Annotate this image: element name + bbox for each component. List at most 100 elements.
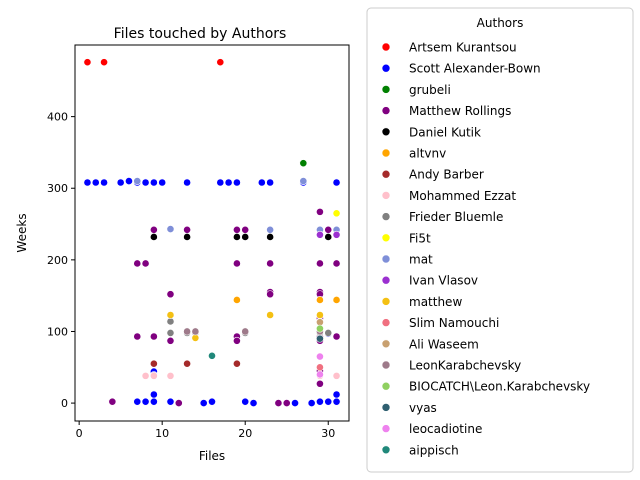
legend-marker [381,42,391,52]
data-point [83,58,92,67]
legend-label: BIOCATCH\Leon.Karabchevsky [409,380,590,394]
plot-frame [74,44,350,422]
data-point [166,311,175,319]
data-point [316,296,324,304]
data-point [233,336,241,345]
legend-marker [381,106,391,115]
legend-label: vyas [409,401,437,415]
x-axis-ticks: 0 10 20 30 [76,421,335,440]
data-point [149,178,158,187]
data-point [133,332,142,341]
data-point [208,397,216,406]
legend-label: mat [409,253,433,267]
data-point [233,359,241,368]
data-point [158,178,167,187]
data-point [133,397,142,406]
data-point [332,332,341,341]
data-point [257,178,266,187]
data-point [316,370,324,379]
data-point [149,390,158,399]
y-tick-label: 200 [47,254,68,267]
legend-title: Authors [477,16,524,30]
data-point [174,399,183,407]
data-point [216,178,225,187]
data-point [316,397,324,406]
data-point [316,207,324,216]
legend-marker [381,233,391,243]
data-point [83,178,92,187]
legend-marker [381,403,391,412]
data-point [183,327,191,336]
data-point [191,334,200,342]
legend-marker [381,381,391,391]
legend: Authors Artsem Kurantsou Scott Alexander-… [366,7,634,473]
data-point [149,225,158,234]
legend-frame [366,7,634,473]
data-point [332,178,341,187]
data-point [316,363,324,372]
data-point [183,233,191,241]
data-point [332,259,341,268]
data-point [332,397,341,406]
data-point [266,311,275,319]
legend-marker [381,254,391,264]
data-point [108,397,117,406]
data-point [183,225,191,234]
data-point [332,230,341,239]
data-point [166,225,175,233]
data-point [316,379,324,388]
data-point [100,178,108,187]
legend-label: leocadiotine [409,422,482,436]
data-point [233,233,241,241]
legend-label: Ali Waseem [409,337,479,351]
x-tick-label: 30 [321,427,335,440]
data-point [316,311,324,319]
data-point [141,397,150,406]
data-point [233,296,241,304]
legend-label: LeonKarabchevsky [409,359,521,373]
legend-marker [381,169,391,179]
data-point [216,58,225,67]
x-tick-label: 0 [76,427,83,440]
data-point [324,397,333,406]
legend-marker [381,148,391,158]
data-point [324,329,333,337]
data-point [149,332,158,341]
legend-label: Andy Barber [409,168,484,182]
data-point [316,259,324,268]
y-axis-label: Weeks [15,213,29,252]
data-point [149,371,158,380]
legend-marker [381,360,391,370]
data-point [332,390,341,399]
legend-marker [381,127,391,137]
legend-marker [381,191,391,200]
data-point [166,329,175,337]
data-point [266,225,275,234]
data-point [233,259,241,268]
data-point [332,209,341,218]
data-point [241,327,250,336]
data-point [266,178,275,187]
legend-marker [381,445,391,455]
data-point [199,399,208,407]
legend-marker [381,275,391,285]
data-point [141,371,150,380]
legend-label: matthew [409,295,462,309]
data-point [324,233,333,241]
data-point [291,399,299,407]
data-point [316,230,324,239]
data-point [316,324,324,333]
legend-marker [381,85,391,94]
legend-label: aippisch [409,443,459,457]
data-point [299,177,308,185]
legend-label: Frieder Bluemle [409,210,503,224]
data-point [133,177,142,185]
data-point [299,159,308,168]
legend-label: Ivan Vlasov [409,274,478,288]
legend-label: Slim Namouchi [409,316,499,330]
data-point [316,334,324,343]
data-point [316,352,324,361]
data-point [332,296,341,304]
legend-label: Fi5t [409,231,431,245]
legend-label: Scott Alexander-Bown [409,62,541,76]
